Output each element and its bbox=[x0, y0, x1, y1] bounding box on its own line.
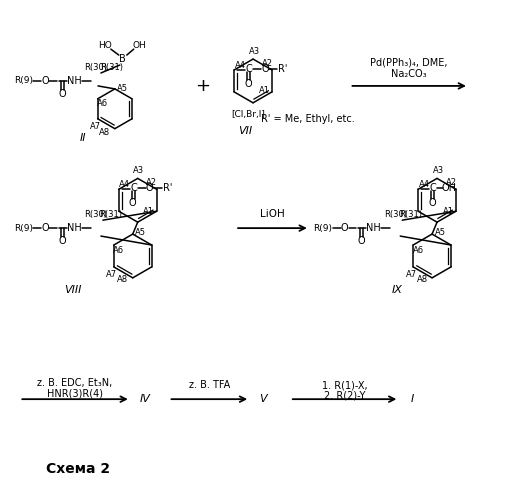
Text: R(9): R(9) bbox=[14, 76, 33, 86]
Text: HO: HO bbox=[98, 40, 112, 50]
Text: A2: A2 bbox=[261, 58, 272, 68]
Text: A3: A3 bbox=[133, 166, 144, 175]
Text: OH: OH bbox=[441, 184, 457, 194]
Text: NH: NH bbox=[67, 76, 81, 86]
Text: R(31): R(31) bbox=[99, 210, 122, 218]
Text: A5: A5 bbox=[117, 84, 129, 94]
Text: 1. R(1)-X,: 1. R(1)-X, bbox=[322, 380, 367, 390]
Text: A6: A6 bbox=[113, 246, 124, 256]
Text: A7: A7 bbox=[406, 270, 417, 280]
Text: O: O bbox=[41, 223, 49, 233]
Text: O: O bbox=[358, 236, 365, 246]
Text: A3: A3 bbox=[249, 46, 260, 56]
Text: R': R' bbox=[278, 64, 288, 74]
Text: A5: A5 bbox=[434, 228, 445, 236]
Text: A8: A8 bbox=[416, 276, 427, 284]
Text: A6: A6 bbox=[413, 246, 424, 256]
Text: 2. R(2)-Y: 2. R(2)-Y bbox=[324, 390, 365, 400]
Text: O: O bbox=[129, 198, 136, 208]
Text: O: O bbox=[58, 89, 66, 99]
Text: z. B. EDC, Et₃N,: z. B. EDC, Et₃N, bbox=[38, 378, 113, 388]
Text: IX: IX bbox=[392, 285, 403, 295]
Text: R(30): R(30) bbox=[85, 210, 107, 218]
Text: +: + bbox=[195, 77, 210, 95]
Text: Pd(PPh₃)₄, DME,
Na₂CO₃: Pd(PPh₃)₄, DME, Na₂CO₃ bbox=[370, 57, 448, 79]
Text: I: I bbox=[411, 394, 414, 404]
Text: C: C bbox=[130, 184, 137, 194]
Text: R(30): R(30) bbox=[384, 210, 407, 218]
Text: II: II bbox=[80, 132, 86, 142]
Text: [Cl,Br,I]: [Cl,Br,I] bbox=[231, 110, 265, 120]
Text: A6: A6 bbox=[97, 100, 108, 108]
Text: LiOH: LiOH bbox=[260, 209, 284, 219]
Text: A8: A8 bbox=[117, 276, 129, 284]
Text: R': R' bbox=[163, 184, 172, 194]
Text: R(9): R(9) bbox=[14, 224, 33, 232]
Text: O: O bbox=[41, 76, 49, 86]
Text: O: O bbox=[428, 198, 436, 208]
Text: O: O bbox=[341, 223, 349, 233]
Text: R' = Me, Ethyl, etc.: R' = Me, Ethyl, etc. bbox=[261, 114, 354, 124]
Text: IV: IV bbox=[139, 394, 150, 404]
Text: z. B. TFA: z. B. TFA bbox=[189, 380, 230, 390]
Text: NH: NH bbox=[366, 223, 381, 233]
Text: R(30): R(30) bbox=[85, 62, 107, 72]
Text: R(31): R(31) bbox=[399, 210, 422, 218]
Text: B: B bbox=[120, 54, 126, 64]
Text: OH: OH bbox=[133, 40, 147, 50]
Text: A3: A3 bbox=[433, 166, 444, 175]
Text: O: O bbox=[244, 79, 252, 89]
Text: R(31): R(31) bbox=[101, 62, 123, 72]
Text: A1: A1 bbox=[259, 86, 270, 96]
Text: Схема 2: Схема 2 bbox=[46, 462, 111, 476]
Text: A1: A1 bbox=[143, 206, 154, 216]
Text: VII: VII bbox=[238, 126, 252, 136]
Text: A1: A1 bbox=[443, 206, 453, 216]
Text: O: O bbox=[146, 184, 153, 194]
Text: NH: NH bbox=[67, 223, 81, 233]
Text: R(9): R(9) bbox=[313, 224, 332, 232]
Text: A2: A2 bbox=[445, 178, 457, 187]
Text: A4: A4 bbox=[119, 180, 130, 189]
Text: C: C bbox=[245, 64, 252, 74]
Text: HNR(3)R(4): HNR(3)R(4) bbox=[47, 388, 103, 398]
Text: A7: A7 bbox=[106, 270, 117, 280]
Text: A4: A4 bbox=[418, 180, 430, 189]
Text: A5: A5 bbox=[135, 228, 146, 236]
Text: A8: A8 bbox=[99, 128, 111, 137]
Text: A4: A4 bbox=[234, 60, 245, 70]
Text: O: O bbox=[261, 64, 269, 74]
Text: VIII: VIII bbox=[65, 285, 82, 295]
Text: V: V bbox=[259, 394, 267, 404]
Text: C: C bbox=[430, 184, 436, 194]
Text: A7: A7 bbox=[90, 122, 101, 131]
Text: A2: A2 bbox=[146, 178, 157, 187]
Text: O: O bbox=[58, 236, 66, 246]
